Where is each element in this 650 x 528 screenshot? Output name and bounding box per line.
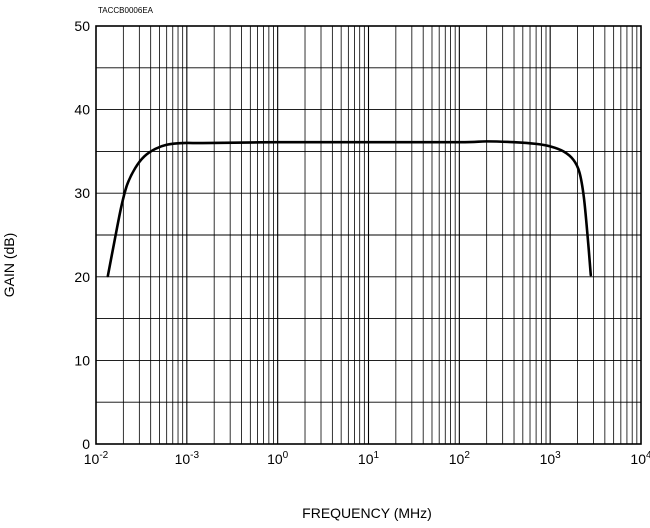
y-tick-label: 0 xyxy=(82,436,90,452)
x-tick-label: 10-3 xyxy=(175,450,200,467)
x-tick-label: 10-2 xyxy=(84,450,109,467)
x-axis-tick-labels: 10-2 10-3 100 101 102 103 104 xyxy=(84,450,650,467)
x-tick-label: 101 xyxy=(358,450,380,467)
y-tick-label: 10 xyxy=(74,352,90,368)
y-axis-title: GAIN (dB) xyxy=(1,233,17,298)
grid xyxy=(96,26,641,444)
x-tick-label: 100 xyxy=(267,450,289,467)
x-tick-label: 104 xyxy=(630,450,650,467)
plot-frame xyxy=(95,25,642,445)
gain-curve xyxy=(106,140,593,278)
figure-code-label: TACCB0006EA xyxy=(98,6,154,15)
y-tick-label: 20 xyxy=(74,269,90,285)
y-tick-label: 50 xyxy=(74,18,90,34)
y-axis-tick-labels: 0 10 20 30 40 50 xyxy=(74,18,90,452)
x-axis-title: FREQUENCY (MHz) xyxy=(302,505,432,521)
y-tick-label: 30 xyxy=(74,185,90,201)
y-tick-label: 40 xyxy=(74,102,90,118)
x-tick-label: 103 xyxy=(540,450,562,467)
x-tick-label: 102 xyxy=(449,450,471,467)
